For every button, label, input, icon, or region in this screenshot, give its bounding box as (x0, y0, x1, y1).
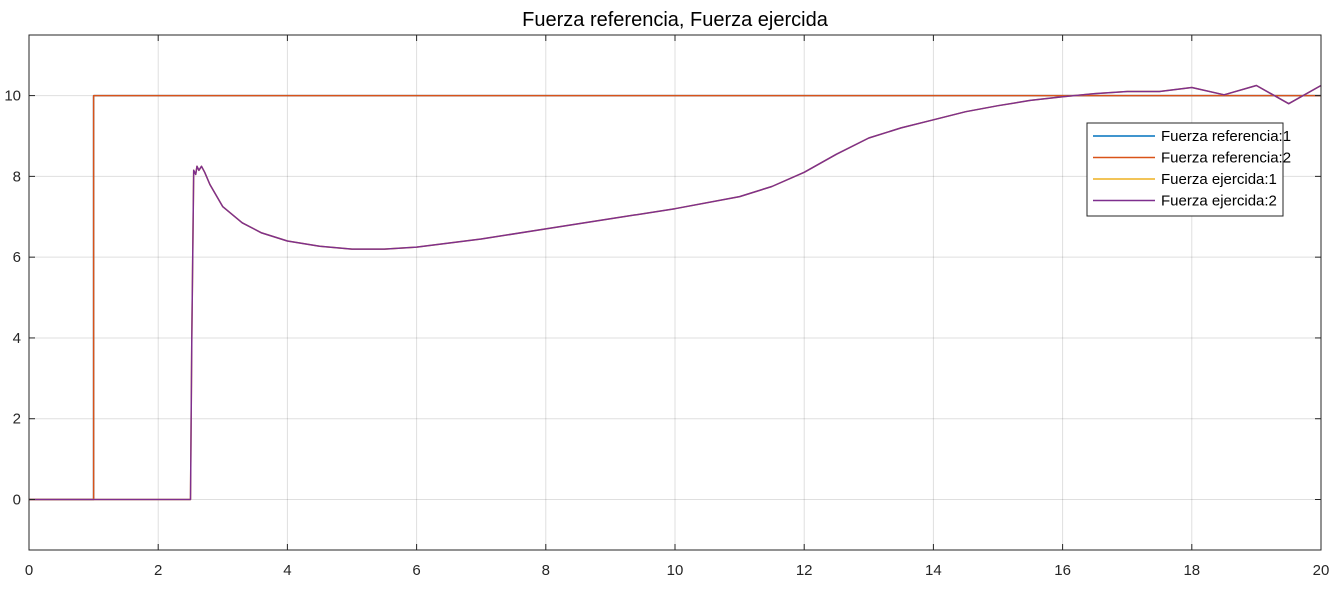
legend[interactable]: Fuerza referencia:1 Fuerza referencia:2 Fu… (1086, 122, 1291, 217)
x-tick-label: 8 (542, 562, 550, 579)
x-tick-label: 18 (1183, 562, 1200, 579)
y-tick-label: 0 (13, 492, 21, 509)
x-tick-label: 6 (412, 562, 420, 579)
y-tick-label: 2 (13, 411, 21, 428)
chart-title: Fuerza referencia, Fuerza ejercida (522, 9, 829, 31)
legend-label-1: Fuerza referencia:1 (1161, 128, 1291, 145)
x-tick-label: 10 (667, 562, 684, 579)
legend-label-3: Fuerza ejercida:1 (1161, 171, 1277, 188)
ticks: 0 2 4 6 8 10 12 14 16 18 20 0 2 4 6 8 10 (4, 35, 1329, 579)
x-tick-label: 0 (25, 562, 33, 579)
plot-area (28, 34, 1322, 551)
y-tick-label: 10 (4, 88, 21, 105)
x-tick-label: 16 (1054, 562, 1071, 579)
series-line-4 (29, 84, 1322, 501)
series-group (29, 84, 1322, 501)
x-tick-label: 20 (1313, 562, 1330, 579)
x-tick-label: 4 (283, 562, 291, 579)
y-tick-label: 4 (13, 330, 21, 347)
legend-label-2: Fuerza referencia:2 (1161, 150, 1291, 167)
y-tick-label: 6 (13, 249, 21, 266)
y-tick-label: 8 (13, 168, 21, 185)
axes-background (29, 35, 1321, 550)
legend-label-4: Fuerza ejercida:2 (1161, 193, 1277, 210)
x-tick-label: 2 (154, 562, 162, 579)
x-tick-label: 12 (796, 562, 813, 579)
x-tick-label: 14 (925, 562, 942, 579)
